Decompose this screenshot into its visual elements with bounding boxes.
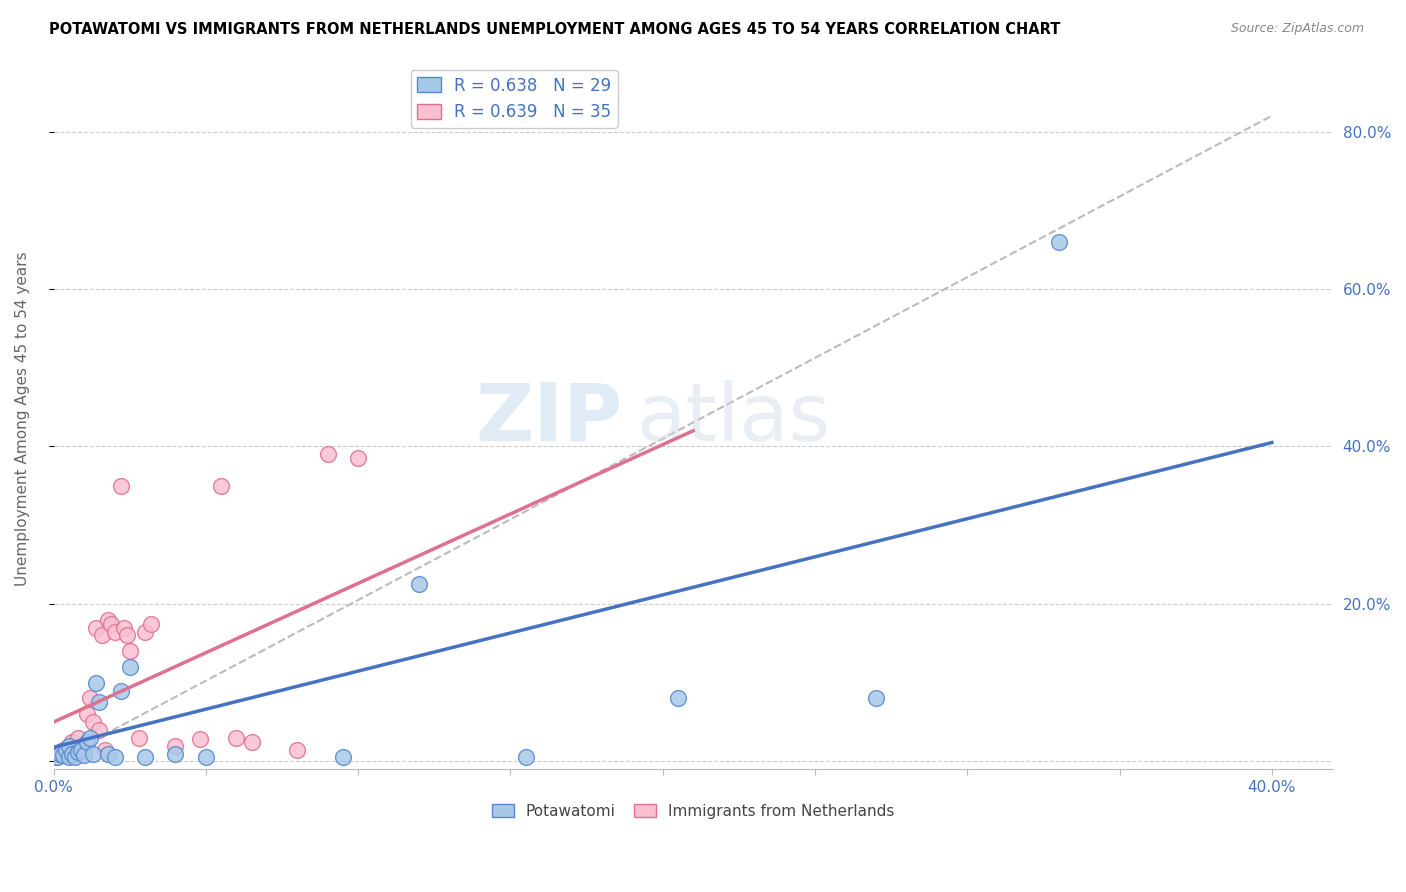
Point [103,750,125,764]
Point [89,723,111,737]
Point [165,747,187,761]
Point [128,731,150,745]
Point [225,731,247,745]
Point [134,624,156,639]
Point [347,451,370,466]
Point [94,742,117,756]
Point [97,747,120,761]
Text: atlas: atlas [636,380,830,458]
Point [73,739,96,753]
Point [100,616,122,631]
Point [52,748,75,763]
Legend: Potawatomi, Immigrants from Netherlands: Potawatomi, Immigrants from Netherlands [486,797,900,825]
Point [58,739,80,753]
Point [89,695,111,709]
Point [110,683,132,698]
Point [55,742,77,756]
Point [55,748,77,763]
Point [84,621,107,635]
Text: POTAWATOMI VS IMMIGRANTS FROM NETHERLANDS UNEMPLOYMENT AMONG AGES 45 TO 54 YEARS: POTAWATOMI VS IMMIGRANTS FROM NETHERLAND… [49,22,1060,37]
Point [118,644,141,658]
Point [48,747,70,761]
Point [285,742,308,756]
Point [209,479,232,493]
Point [66,731,89,745]
Point [91,628,114,642]
Point [45,750,67,764]
Point [58,750,80,764]
Point [139,616,162,631]
Point [408,577,430,591]
Point [134,750,156,764]
Text: Source: ZipAtlas.com: Source: ZipAtlas.com [1230,22,1364,36]
Point [76,735,98,749]
Point [865,691,887,706]
Point [240,735,263,749]
Point [188,732,211,747]
Point [1047,235,1070,249]
Point [316,447,339,461]
Point [666,691,689,706]
Y-axis label: Unemployment Among Ages 45 to 54 years: Unemployment Among Ages 45 to 54 years [15,252,30,586]
Point [82,714,104,729]
Point [97,613,120,627]
Point [103,624,125,639]
Point [332,750,354,764]
Point [70,742,93,756]
Point [60,735,83,749]
Point [48,747,70,761]
Point [79,691,101,706]
Point [84,675,107,690]
Point [58,739,80,753]
Point [70,742,93,756]
Text: ZIP: ZIP [475,380,623,458]
Point [76,707,98,722]
Point [115,628,138,642]
Point [165,739,187,753]
Point [52,742,75,756]
Point [66,745,89,759]
Point [63,750,86,764]
Point [73,748,96,763]
Point [112,621,135,635]
Point [63,747,86,761]
Point [118,660,141,674]
Point [60,747,83,761]
Point [79,731,101,745]
Point [515,750,537,764]
Point [110,479,132,493]
Point [45,750,67,764]
Point [194,750,217,764]
Point [82,747,104,761]
